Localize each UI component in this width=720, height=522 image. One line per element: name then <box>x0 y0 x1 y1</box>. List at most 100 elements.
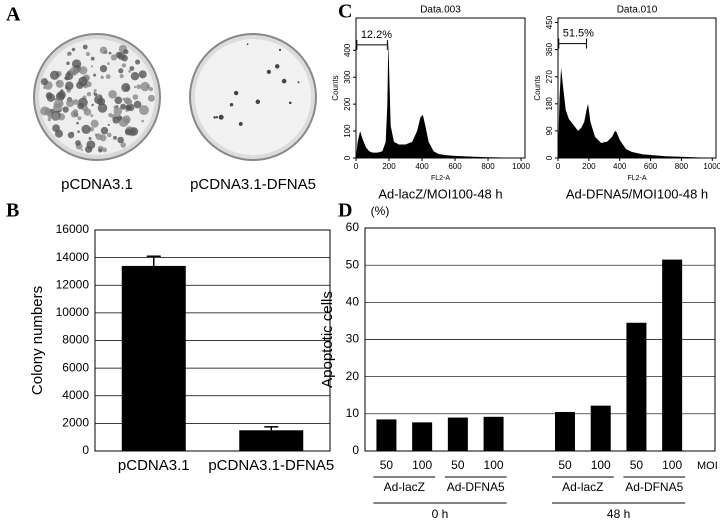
colony <box>288 101 292 105</box>
x-tick-label: 50 <box>558 458 572 472</box>
colony <box>90 114 94 118</box>
y-tick-label: 8000 <box>62 333 89 347</box>
colony <box>123 49 129 55</box>
x-axis-label: FL2-A <box>627 175 646 182</box>
x-tick-label: 50 <box>451 458 465 472</box>
group-label: Ad-lacZ <box>562 480 603 494</box>
colony <box>70 110 78 118</box>
x-tick-label: pCDNA3.1-DFNA5 <box>208 457 334 474</box>
y-tick-label: 200 <box>343 97 352 111</box>
x-tick-label: 1000 <box>512 162 530 171</box>
y-tick-label: 270 <box>545 69 554 83</box>
colony <box>120 103 127 110</box>
time-label: 48 h <box>607 507 630 521</box>
colony <box>90 65 94 68</box>
x-tick-label: 0 <box>556 162 561 171</box>
colony <box>43 86 46 89</box>
colony <box>40 78 48 86</box>
y-axis-label: Counts <box>533 75 542 100</box>
y-tick-label: 30 <box>346 332 360 346</box>
bar <box>662 259 683 451</box>
plot-frame <box>94 229 331 452</box>
y-tick-label: 14000 <box>56 250 90 264</box>
colony <box>96 133 99 137</box>
colony <box>122 97 126 101</box>
colony <box>90 119 99 128</box>
colony <box>132 94 139 100</box>
colony <box>98 148 103 153</box>
colony <box>76 121 79 125</box>
panel-label: D <box>338 200 352 222</box>
colony <box>246 43 249 46</box>
colony <box>275 64 280 69</box>
colony <box>141 119 145 123</box>
colony <box>134 85 137 89</box>
colony <box>138 70 147 79</box>
colony <box>136 84 142 90</box>
colony <box>147 94 155 102</box>
colony <box>65 81 74 90</box>
colony <box>281 78 287 84</box>
y-tick-label: 16000 <box>56 222 90 236</box>
y-axis-label: Apoptotic cells <box>319 291 336 388</box>
colony <box>114 96 123 105</box>
bar <box>412 422 433 451</box>
colony <box>100 126 109 135</box>
colony <box>93 73 97 77</box>
colony <box>121 63 127 68</box>
colony <box>278 48 282 52</box>
y-tick-label: 10000 <box>56 305 90 319</box>
y-tick-label: 20 <box>346 369 360 383</box>
colony <box>86 91 92 97</box>
group-label: Ad-DFNA5 <box>625 480 683 494</box>
x-tick-label: 100 <box>412 458 432 472</box>
bar <box>555 411 575 451</box>
group-label: Ad-lacZ <box>384 480 425 494</box>
colony <box>100 104 104 108</box>
x-tick-label: 50 <box>630 458 644 472</box>
colony <box>124 128 132 136</box>
colony <box>93 92 98 97</box>
x-tick-label: 800 <box>675 162 689 171</box>
colony <box>102 147 108 153</box>
bar <box>447 417 468 451</box>
colony <box>45 110 52 116</box>
colony <box>148 87 154 92</box>
colony <box>90 56 95 61</box>
x-tick-label: 100 <box>662 458 682 472</box>
colony <box>107 62 110 65</box>
plot-frame <box>355 17 526 159</box>
caption: Ad-DFNA5/MOI100-48 h <box>566 186 708 201</box>
x-tick-label: pCDNA3.1 <box>118 457 190 474</box>
plot-frame <box>364 227 716 452</box>
dish-right <box>189 33 317 161</box>
colony <box>122 115 131 124</box>
colony <box>75 140 81 146</box>
colony <box>45 92 53 99</box>
colony <box>82 44 88 50</box>
panel-label: A <box>6 4 21 26</box>
chart-title: Data.010 <box>617 5 658 16</box>
colony <box>97 103 108 113</box>
y-tick-label: 100 <box>343 124 352 138</box>
colony <box>213 116 216 119</box>
colony <box>71 47 76 52</box>
bar <box>239 430 304 451</box>
x-tick-label: 50 <box>380 458 394 472</box>
y-tick-label: 0 <box>545 155 554 160</box>
colony <box>113 107 123 116</box>
colony <box>146 84 150 89</box>
colony <box>62 106 69 113</box>
colony <box>255 99 261 105</box>
colony <box>125 104 131 110</box>
colony <box>99 46 108 55</box>
colony <box>229 103 234 107</box>
colony <box>69 66 79 76</box>
histogram-area <box>356 39 525 158</box>
x-tick-label: 200 <box>582 162 596 171</box>
colony <box>118 68 124 74</box>
panel-label: B <box>6 200 19 222</box>
image-caption: pCDNA3.1-DFNA5 <box>190 176 316 193</box>
x-axis-label: FL2-A <box>431 175 450 182</box>
